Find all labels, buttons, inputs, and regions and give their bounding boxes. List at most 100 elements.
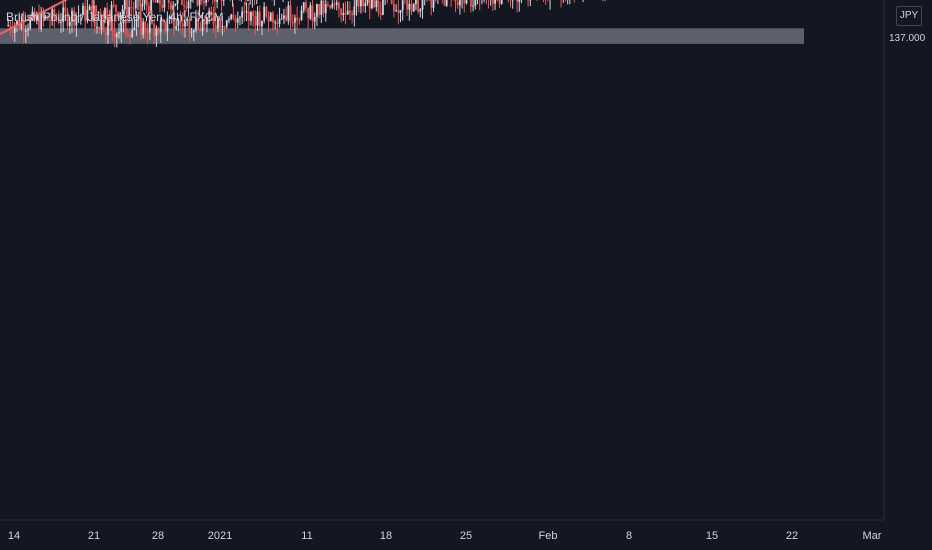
candle-body-634 — [395, 10, 398, 12]
candle-body-97 — [220, 0, 223, 1]
candle-body-507 — [115, 33, 118, 38]
symbol-title[interactable]: British Pound / Japanese Yen, 4h, FXCM — [6, 10, 224, 24]
candle-body-545 — [199, 27, 202, 32]
candle-body-36 — [86, 10, 89, 21]
candle-body-37 — [88, 6, 91, 11]
candle-body-580 — [276, 22, 279, 24]
candle-body-626 — [377, 0, 380, 13]
candle-body-583 — [283, 15, 285, 19]
candle-body-643 — [415, 0, 417, 5]
candle-body-503 — [107, 21, 109, 36]
candle-body-0 — [7, 25, 10, 27]
candle-body-65 — [150, 0, 153, 14]
candle-body-589 — [296, 17, 299, 20]
candle-body-561 — [234, 18, 237, 23]
candle-body-567 — [247, 11, 250, 21]
candle-body-666 — [465, 0, 468, 4]
candle-body-596 — [311, 5, 314, 22]
candle-body-597 — [313, 16, 316, 22]
candle-body-547 — [203, 19, 206, 25]
candle-body-569 — [252, 11, 255, 17]
candle-body-21 — [53, 9, 56, 19]
candle-body-548 — [206, 17, 208, 25]
candle-body-83 — [189, 0, 192, 2]
candle-body-506 — [113, 30, 116, 38]
candle-body-622 — [368, 0, 371, 9]
candle-body-559 — [230, 14, 233, 20]
candle-body-656 — [443, 0, 446, 6]
candle-body-24 — [60, 21, 62, 23]
candle-body-678 — [491, 0, 494, 4]
candle-body-53 — [123, 0, 126, 10]
candle-body-682 — [500, 0, 503, 4]
candle-body-41 — [97, 11, 100, 13]
candle-body-28 — [68, 21, 71, 26]
candle-body-34 — [82, 5, 84, 15]
candle-body-588 — [294, 17, 296, 23]
candle-body-17 — [44, 16, 47, 18]
candle-body-642 — [412, 4, 415, 12]
candle-body-556 — [223, 26, 226, 28]
candle-body-517 — [137, 17, 140, 19]
candle-body-632 — [390, 0, 393, 4]
candle-body-529 — [164, 22, 167, 32]
candle-body-646 — [421, 0, 424, 10]
candle-body-641 — [410, 3, 413, 12]
candle-body-13 — [35, 15, 38, 21]
candle-body-15 — [40, 12, 43, 30]
candle-body-79 — [181, 0, 183, 5]
candle-body-542 — [192, 29, 195, 32]
candle-body-81 — [185, 6, 188, 9]
candle-body-502 — [104, 32, 107, 36]
support-zone-bottom — [0, 28, 804, 44]
candle-body-35 — [84, 5, 87, 21]
candle-body-566 — [245, 11, 248, 13]
candle-body-2 — [11, 29, 14, 33]
candle-body-46 — [108, 18, 111, 21]
currency-button[interactable]: JPY — [896, 6, 922, 26]
candle-body-525 — [155, 28, 158, 37]
candle-body-584 — [285, 15, 288, 21]
candle-body-592 — [302, 2, 305, 11]
time-tick-4: 11 — [301, 530, 312, 542]
candle-body-617 — [357, 0, 360, 7]
candle-body-43 — [101, 16, 104, 19]
price-axis[interactable]: 137.000138.000139.000140.000141.000144.0… — [889, 0, 926, 44]
candle-body-534 — [175, 26, 178, 29]
candle-body-528 — [162, 19, 164, 23]
candle-body-633 — [393, 3, 395, 12]
candle-body-538 — [184, 20, 186, 27]
candle-body-670 — [474, 0, 477, 6]
candle-body-650 — [430, 0, 433, 8]
candle-body-665 — [463, 0, 466, 4]
candle-body-68 — [156, 0, 159, 3]
candle-body-679 — [494, 0, 496, 4]
candle-body-637 — [401, 0, 404, 11]
time-axis[interactable]: 14 21 28 2021 11 18 25 Feb 8 15 22 Mar — [8, 530, 882, 542]
candle-body-551 — [212, 16, 215, 25]
candle-body-513 — [129, 35, 131, 37]
candle-body-42 — [99, 11, 102, 17]
candle-body-552 — [214, 24, 217, 29]
candle-body-639 — [406, 0, 409, 10]
candle-body-536 — [179, 20, 182, 24]
candle-body-50 — [117, 11, 120, 18]
candle-body-571 — [256, 11, 259, 26]
candle-body-590 — [298, 19, 301, 21]
candle-body-640 — [408, 3, 411, 10]
candle-body-521 — [146, 30, 149, 33]
candle-body-49 — [115, 5, 117, 12]
candle-body-549 — [208, 10, 211, 18]
candle-body-636 — [399, 10, 402, 13]
candle-body-6 — [20, 21, 23, 29]
candle-body-539 — [186, 18, 189, 21]
candle-body-95 — [216, 0, 219, 3]
candle-body-573 — [261, 20, 263, 27]
candle-body-10 — [29, 18, 32, 29]
candle-body-57 — [132, 7, 135, 9]
candle-body-577 — [269, 12, 272, 22]
candle-body-60 — [139, 0, 142, 7]
candle-body-663 — [458, 0, 461, 6]
candle-body-576 — [267, 16, 270, 22]
